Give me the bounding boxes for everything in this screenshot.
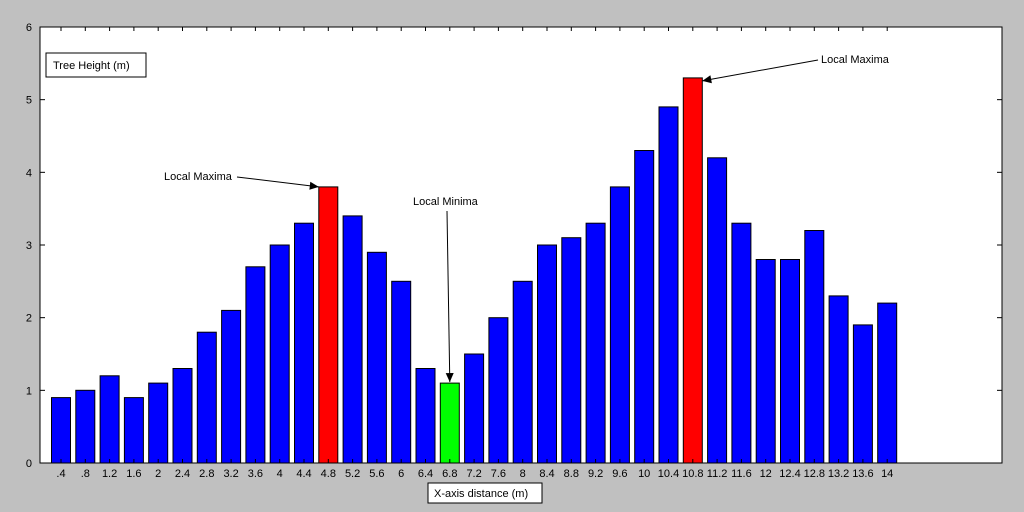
bar <box>852 324 873 464</box>
x-tick-label: 2.8 <box>199 468 214 480</box>
x-tick-label: 14 <box>881 468 893 480</box>
x-tick-label: 7.6 <box>491 468 506 480</box>
x-tick-label: 6.4 <box>418 468 433 480</box>
annotations-layer: Local Maxima Local Minima Local Maxima <box>164 54 890 383</box>
x-tick-label: 4.8 <box>321 468 336 480</box>
annotation-arrowhead <box>445 373 454 383</box>
x-tick-label: 12 <box>760 468 772 480</box>
x-tick-label: .8 <box>81 468 90 480</box>
annotation-label: Local Maxima <box>821 54 890 66</box>
annotation-arrow-line <box>702 59 819 82</box>
bar <box>318 186 339 464</box>
x-tick-label: 5.2 <box>345 468 360 480</box>
bar <box>609 186 630 464</box>
bar <box>366 251 387 464</box>
annotation-arrow-line <box>236 176 319 188</box>
x-tick-label: 3.2 <box>223 468 238 480</box>
x-tick-label: 2 <box>155 468 161 480</box>
x-tick-label: 12.8 <box>804 468 825 480</box>
x-tick-label: 11.6 <box>731 468 752 480</box>
x-tick-label: 7.2 <box>466 468 481 480</box>
y-tick-label: 2 <box>26 313 32 325</box>
x-axis-label-text: X-axis distance (m) <box>434 488 528 500</box>
x-tick-label: .4 <box>56 468 65 480</box>
x-tick-label: 2.4 <box>175 468 190 480</box>
bar <box>658 106 679 464</box>
x-tick-label: 8 <box>520 468 526 480</box>
bar <box>51 397 71 464</box>
x-tick-label: 4.4 <box>296 468 311 480</box>
bar <box>148 382 169 464</box>
x-tick-label: 10.4 <box>658 468 679 480</box>
y-tick-label: 1 <box>26 385 32 397</box>
x-tick-label: 13.2 <box>828 468 849 480</box>
bar <box>634 150 655 464</box>
bar <box>731 222 752 464</box>
annotation-arrowhead <box>309 181 319 190</box>
bar <box>221 309 242 464</box>
bars-layer <box>51 77 898 464</box>
x-tick-label: 1.2 <box>102 468 117 480</box>
x-axis-label: X-axis distance (m) <box>427 482 543 504</box>
bar <box>488 317 509 464</box>
x-tick-label: 5.6 <box>369 468 384 480</box>
bar <box>294 222 314 464</box>
bar <box>804 230 825 464</box>
x-tick-label: 6 <box>398 468 404 480</box>
x-tick-label: 12.4 <box>779 468 800 480</box>
x-tick-label: 11.2 <box>707 468 728 480</box>
bar <box>439 382 460 464</box>
y-tick-label: 0 <box>26 458 32 470</box>
bar <box>755 259 776 464</box>
bar <box>245 266 266 464</box>
bar <box>99 375 120 464</box>
bar <box>537 244 557 464</box>
annotation-arrowhead <box>702 75 712 84</box>
y-tick-label: 3 <box>26 240 32 252</box>
x-tick-label: 1.6 <box>126 468 141 480</box>
bar <box>512 280 533 464</box>
bar <box>196 331 217 464</box>
x-tick-label: 13.6 <box>852 468 873 480</box>
bar <box>123 397 144 464</box>
bar <box>877 302 898 464</box>
x-tick-label: 9.6 <box>612 468 627 480</box>
bar <box>172 368 193 464</box>
bar <box>780 259 800 464</box>
bar <box>75 389 96 464</box>
y-tick-label: 5 <box>26 95 32 107</box>
bar <box>561 237 582 464</box>
bar <box>585 222 606 464</box>
bar <box>269 244 290 464</box>
x-tick-label: 4 <box>277 468 283 480</box>
bar <box>391 280 412 464</box>
x-tick-label: 10.8 <box>682 468 703 480</box>
bar <box>464 353 485 464</box>
x-tick-label: 3.6 <box>248 468 263 480</box>
x-tick-label: 9.2 <box>588 468 603 480</box>
bar <box>342 215 363 464</box>
annotation-label: Local Minima <box>413 196 479 208</box>
x-tick-label: 10 <box>638 468 650 480</box>
bar <box>828 295 849 464</box>
x-tick-label: 6.8 <box>442 468 457 480</box>
y-tick-label: 6 <box>26 22 32 34</box>
ticks-layer: .4 .8 1.2 1.6 2 2.4 2.8 3.2 3.6 4 4.4 4.8 5.2 5.6 6 6.4… <box>26 22 1002 480</box>
x-tick-label: 8.8 <box>564 468 579 480</box>
annotation-arrow-line <box>446 210 451 383</box>
annotation-label: Local Maxima <box>164 171 233 183</box>
legend-box <box>45 52 147 78</box>
y-tick-label: 4 <box>26 167 32 179</box>
bar <box>415 368 436 464</box>
bar <box>707 157 728 464</box>
legend: Tree Height (m) <box>45 52 147 78</box>
x-axis-label-box <box>427 482 543 504</box>
x-tick-label: 8.4 <box>539 468 554 480</box>
legend-entry: Tree Height (m) <box>53 60 130 72</box>
bar <box>682 77 703 464</box>
